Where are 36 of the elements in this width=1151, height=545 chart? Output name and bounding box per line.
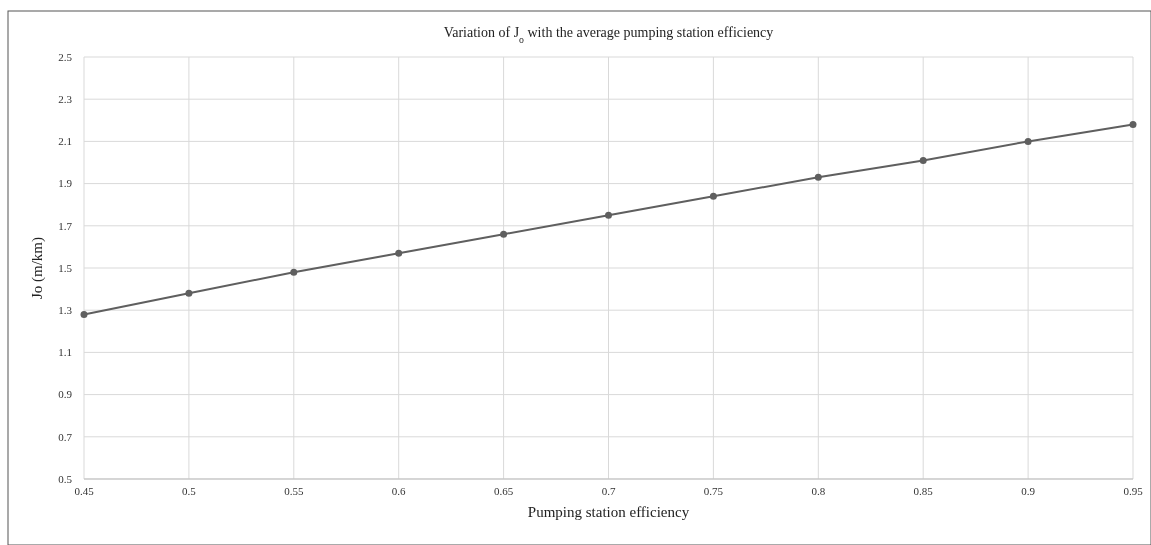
point [919,156,927,164]
point [500,230,508,238]
point [814,173,822,181]
x-tick-label: 0.7 [601,485,616,497]
x-tick-label: 0.9 [1021,485,1036,497]
point [1024,137,1032,145]
point [1129,121,1137,129]
y-tick-label: 1.9 [58,177,73,190]
x-tick-label: 0.85 [913,485,934,497]
y-tick-label: 1.7 [58,219,73,232]
y-tick-label: 1.1 [58,346,72,359]
x-tick-label: 0.6 [391,485,407,497]
x-tick-label: 0.45 [74,485,95,497]
y-axis-title: Jo (m/km) [29,236,46,300]
y-tick-label: 0.5 [58,472,73,485]
x-tick-label: 0.5 [182,485,197,497]
point [185,289,193,297]
point [80,310,88,318]
x-axis-title: Pumping station efficiency [527,504,690,520]
point [290,268,298,276]
point [605,211,612,219]
y-tick-label: 0.9 [58,388,73,401]
y-tick-label: 1.5 [58,261,73,274]
x-tick-label: 0.75 [703,485,724,497]
point [395,249,403,257]
y-tick-label: 2.3 [58,93,73,106]
x-tick-label: 0.55 [284,485,304,497]
y-tick-label: 2.1 [58,135,72,148]
y-tick-label: 1.3 [58,304,73,317]
x-tick-label: 0.8 [811,485,826,497]
x-tick-label: 0.95 [1123,485,1144,497]
x-tick-label: 0.65 [493,485,514,497]
chart-title: Variation of J$_{o}$ with the average pumping station efficiency [443,25,774,45]
y-tick-label: 2.5 [58,50,73,63]
y-tick-label: 0.7 [58,430,73,443]
point [709,192,717,200]
